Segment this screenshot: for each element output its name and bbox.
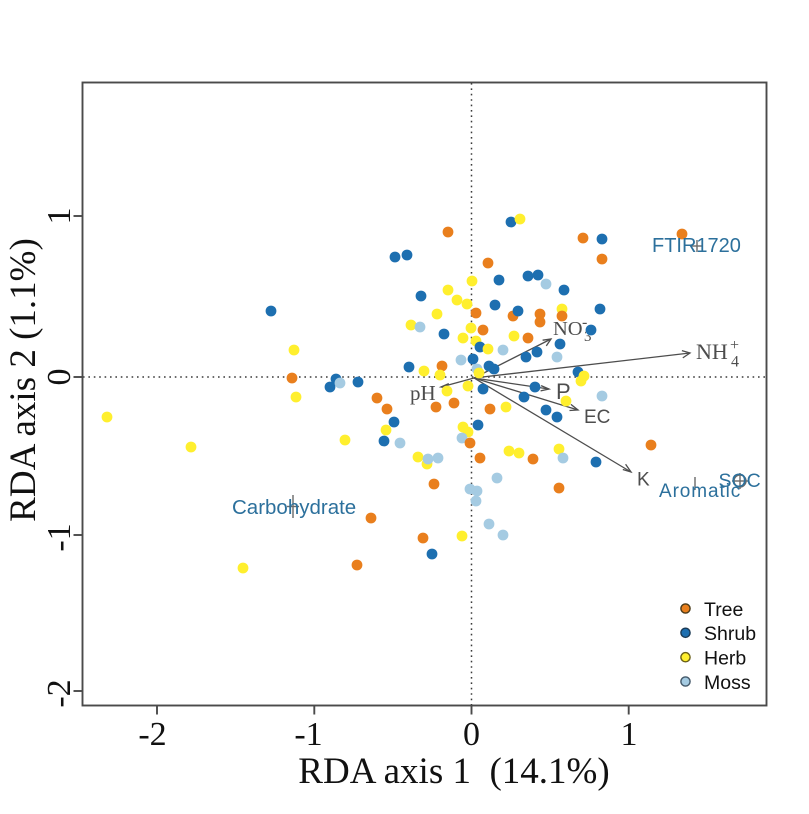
- svg-text:-2: -2: [138, 716, 166, 753]
- svg-text:RDA axis 2 (1.1%): RDA axis 2 (1.1%): [3, 238, 44, 522]
- svg-text:Shrub: Shrub: [704, 623, 756, 645]
- svg-text:Herb: Herb: [704, 648, 746, 670]
- svg-text:-2: -2: [41, 679, 78, 707]
- svg-text:Aromatic: Aromatic: [659, 481, 741, 502]
- svg-text:SOC: SOC: [719, 470, 761, 492]
- svg-text:-1: -1: [294, 716, 322, 753]
- svg-text:NO: NO: [553, 318, 583, 340]
- svg-text:Moss: Moss: [704, 672, 751, 694]
- svg-text:1: 1: [621, 716, 638, 753]
- svg-text:-1: -1: [41, 523, 78, 551]
- svg-text:0: 0: [463, 716, 480, 753]
- svg-text:pH: pH: [410, 381, 436, 405]
- svg-text:RDA axis 1 (14.1%): RDA axis 1 (14.1%): [298, 751, 609, 792]
- svg-text:4: 4: [731, 354, 739, 371]
- svg-text:+: +: [730, 337, 739, 354]
- svg-text:1: 1: [41, 208, 78, 225]
- svg-text:Tree: Tree: [704, 599, 743, 621]
- svg-text:K: K: [637, 470, 650, 491]
- svg-text:EC: EC: [584, 407, 610, 428]
- svg-text:NH: NH: [696, 339, 728, 364]
- svg-text:3: 3: [584, 329, 592, 345]
- svg-text:Carbohydrate: Carbohydrate: [232, 496, 356, 519]
- svg-text:FTIR1720: FTIR1720: [652, 235, 741, 257]
- svg-text:-: -: [582, 314, 587, 331]
- svg-text:0: 0: [41, 369, 78, 386]
